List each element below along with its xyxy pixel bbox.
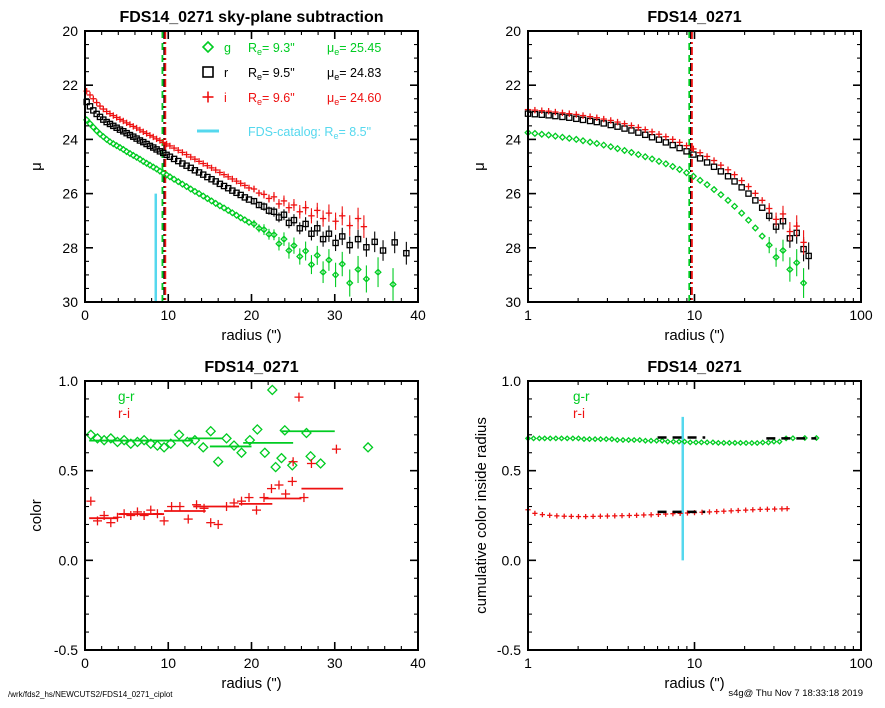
panel-log-profile-xlabel: radius (") [664, 327, 724, 344]
panel-log-profile-series-i [524, 106, 807, 255]
svg-text:20: 20 [505, 23, 521, 39]
svg-text:Re= 9.3": Re= 9.3" [248, 41, 295, 57]
svg-text:10: 10 [687, 655, 703, 671]
panel-cumulative-color-xlabel: radius (") [664, 675, 724, 692]
svg-text:40: 40 [410, 655, 426, 671]
panel-sky-plane-subtraction-series-i [83, 87, 368, 239]
panel-cumulative-color-minor-ticks [528, 381, 861, 650]
svg-text:30: 30 [505, 294, 521, 310]
svg-text:20: 20 [62, 23, 78, 39]
panel-color-profile-tick-labels: 0 10 20 30 40 1.0 0.5 0.0 -0.5 [54, 373, 426, 671]
footer-user-timestamp: s4g@ Thu Nov 7 18:33:18 2019 [728, 688, 863, 699]
svg-text:0: 0 [81, 655, 89, 671]
svg-text:26: 26 [505, 186, 521, 202]
svg-text:28: 28 [505, 240, 521, 256]
panel-log-profile-series-g [524, 128, 808, 298]
svg-text:30: 30 [327, 307, 343, 323]
panel-color-profile-legend: g-r r-i [118, 389, 135, 421]
svg-text:Re= 9.6": Re= 9.6" [248, 91, 295, 107]
panel-log-profile-minor-ticks [528, 31, 861, 302]
svg-text:24: 24 [505, 131, 521, 147]
svg-text:g-r: g-r [573, 389, 590, 404]
svg-text:μe= 24.60: μe= 24.60 [327, 91, 381, 107]
svg-text:g-r: g-r [118, 389, 135, 404]
panel-color-profile-minor-ticks [85, 381, 418, 650]
svg-text:30: 30 [62, 294, 78, 310]
svg-text:r-i: r-i [118, 406, 130, 421]
panel-color-profile-ticks [84, 380, 419, 651]
svg-text:0.0: 0.0 [59, 552, 79, 568]
panel-sky-plane-subtraction-ticks [84, 30, 419, 303]
svg-text:0.0: 0.0 [502, 552, 522, 568]
svg-text:0.5: 0.5 [59, 463, 79, 479]
panel-log-profile-title: FDS14_0271 [647, 9, 741, 26]
panel-sky-plane-subtraction-legend: g Re= 9.3" μe= 25.45 r Re= 9.5" μe= 24.83 i Re=… [197, 40, 381, 141]
svg-text:r-i: r-i [573, 406, 585, 421]
panel-sky-plane-subtraction-labels: FDS14_0271 sky-plane subtraction radius (… [28, 9, 384, 344]
svg-text:FDS-catalog: Re= 8.5": FDS-catalog: Re= 8.5" [248, 125, 371, 141]
svg-text:10: 10 [160, 655, 176, 671]
svg-text:i: i [224, 91, 227, 105]
panel-color-profile-title: FDS14_0271 [204, 359, 298, 376]
svg-text:1.0: 1.0 [502, 373, 522, 389]
panel-cumulative-color-tick-labels: 1 10 100 1.0 0.5 0.0 -0.5 [497, 373, 873, 671]
svg-text:10: 10 [160, 307, 176, 323]
panel-cumulative-color-legend: g-r r-i [573, 389, 590, 421]
footer-file-path: /wrk/fds2_hs/NEWCUTS2/FDS14_0271_ciplot [8, 690, 173, 699]
svg-text:40: 40 [410, 307, 426, 323]
panel-sky-plane-subtraction-ylabel: μ [28, 162, 45, 171]
svg-text:0: 0 [81, 307, 89, 323]
svg-text:20: 20 [244, 307, 260, 323]
panel-color-profile-series-g-r [85, 384, 374, 473]
svg-text:26: 26 [62, 186, 78, 202]
svg-text:-0.5: -0.5 [497, 642, 521, 658]
panel-sky-plane-subtraction-minor-ticks [85, 31, 418, 302]
panel-color-profile-xlabel: radius (") [221, 675, 281, 692]
panel-sky-plane-subtraction-series-g [82, 116, 397, 301]
panel-log-profile-ylabel: μ [471, 162, 488, 171]
svg-text:-0.5: -0.5 [54, 642, 78, 658]
panel-sky-plane-subtraction-xlabel: radius (") [221, 327, 281, 344]
panel-cumulative-color-ticks [527, 380, 862, 651]
svg-text:22: 22 [62, 77, 78, 93]
panel-log-profile-ticks [527, 30, 862, 303]
panel-cumulative-color-series-r-i [525, 506, 790, 520]
panel-color-profile-ylabel: color [28, 499, 45, 532]
svg-text:0.5: 0.5 [502, 463, 522, 479]
panel-sky-plane-subtraction-title: FDS14_0271 sky-plane subtraction [119, 9, 383, 26]
svg-text:22: 22 [505, 77, 521, 93]
svg-text:24: 24 [62, 131, 78, 147]
svg-text:1: 1 [524, 655, 532, 671]
panel-cumulative-color-ylabel: cumulative color inside radius [473, 417, 490, 614]
svg-text:g: g [224, 41, 231, 55]
panel-cumulative-color-series-g-r [524, 434, 820, 447]
panel-log-profile-series-r [524, 110, 812, 270]
svg-text:30: 30 [327, 655, 343, 671]
svg-text:1: 1 [524, 307, 532, 323]
svg-text:μe= 24.83: μe= 24.83 [327, 66, 381, 82]
svg-text:μe= 25.45: μe= 25.45 [327, 41, 381, 57]
svg-text:r: r [224, 66, 228, 80]
panel-sky-plane-subtraction-series-r [83, 98, 410, 265]
svg-text:Re= 9.5": Re= 9.5" [248, 66, 295, 82]
panel-cumulative-color-title: FDS14_0271 [647, 359, 741, 376]
svg-text:1.0: 1.0 [59, 373, 79, 389]
svg-text:28: 28 [62, 240, 78, 256]
panel-sky-plane-subtraction-tick-labels: 0 10 20 30 40 20 22 24 26 28 30 [62, 23, 426, 323]
svg-text:100: 100 [849, 307, 873, 323]
svg-text:10: 10 [687, 307, 703, 323]
panel-log-profile-tick-labels: 1 10 100 20 22 24 26 28 30 [505, 23, 872, 323]
svg-text:100: 100 [849, 655, 873, 671]
svg-text:20: 20 [244, 655, 260, 671]
